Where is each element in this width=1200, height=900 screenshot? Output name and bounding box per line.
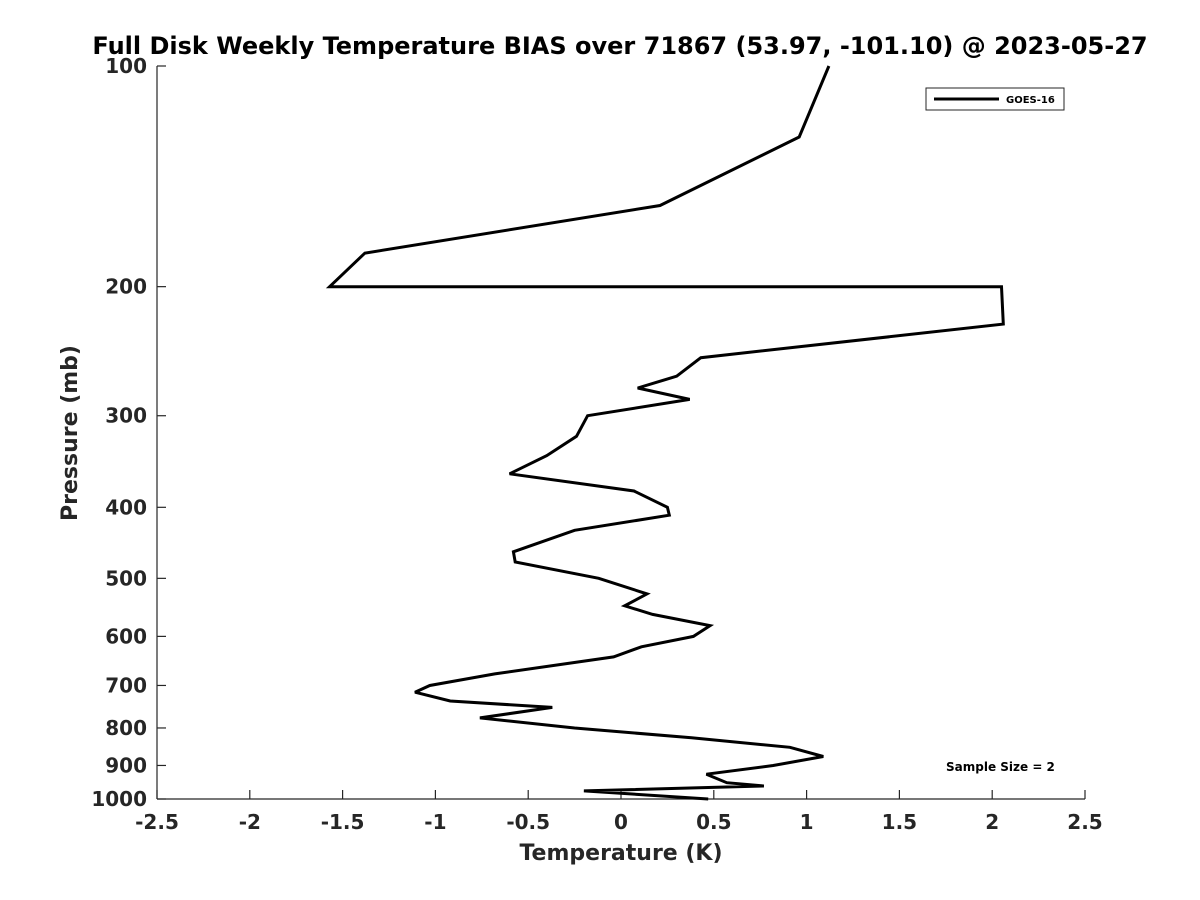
x-tick-label: 1.5 bbox=[882, 810, 917, 834]
y-tick-label: 100 bbox=[105, 54, 147, 78]
y-ticks: 100 200 300 400 500 600 700 800 900 1000 bbox=[91, 54, 166, 811]
y-tick-label: 200 bbox=[105, 275, 147, 299]
x-axis-label: Temperature (K) bbox=[519, 841, 722, 866]
sample-size-annotation: Sample Size = 2 bbox=[946, 760, 1055, 774]
y-tick-label: 900 bbox=[105, 753, 147, 777]
x-tick-label: 2.5 bbox=[1067, 810, 1102, 834]
x-ticks: -2.5 -2 -1.5 -1 -0.5 0 0.5 1 1.5 2 2.5 bbox=[135, 790, 1103, 834]
y-tick-label: 400 bbox=[105, 495, 147, 519]
legend-label-goes16: GOES-16 bbox=[1006, 95, 1055, 106]
x-tick-label: -0.5 bbox=[506, 810, 550, 834]
y-axis-label: Pressure (mb) bbox=[58, 345, 83, 521]
x-tick-label: -2 bbox=[239, 810, 261, 834]
y-tick-label: 700 bbox=[105, 673, 147, 697]
x-tick-label: -1 bbox=[424, 810, 446, 834]
series-line-goes16 bbox=[325, 65, 1005, 801]
x-tick-label: 0.5 bbox=[696, 810, 731, 834]
x-tick-label: 2 bbox=[985, 810, 999, 834]
y-tick-label: 800 bbox=[105, 716, 147, 740]
x-tick-label: -1.5 bbox=[321, 810, 365, 834]
y-tick-label: 300 bbox=[105, 404, 147, 428]
x-tick-label: -2.5 bbox=[135, 810, 179, 834]
chart-title: Full Disk Weekly Temperature BIAS over 7… bbox=[92, 32, 1147, 60]
y-tick-label: 500 bbox=[105, 566, 147, 590]
y-tick-label: 600 bbox=[105, 624, 147, 648]
x-tick-label: 1 bbox=[800, 810, 814, 834]
series-layer bbox=[325, 65, 1005, 801]
legend: GOES-16 bbox=[925, 87, 1065, 111]
y-tick-label: 1000 bbox=[91, 787, 147, 811]
x-tick-label: 0 bbox=[614, 810, 628, 834]
